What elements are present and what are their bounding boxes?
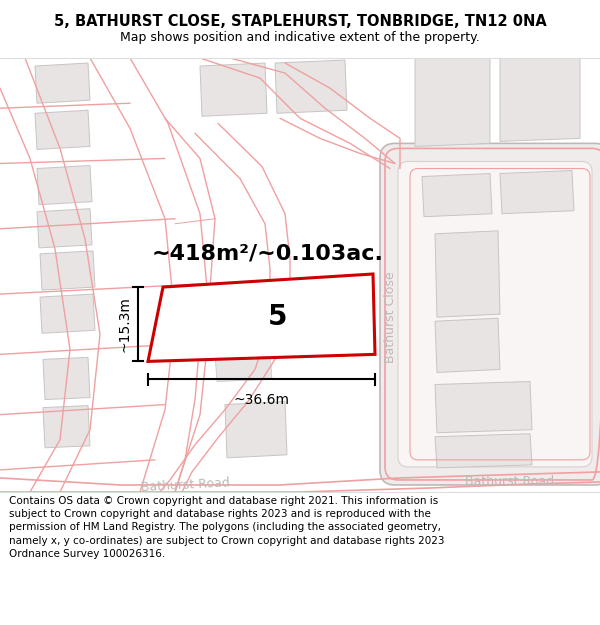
Polygon shape (40, 294, 95, 333)
Polygon shape (148, 274, 375, 361)
Text: ~418m²/~0.103ac.: ~418m²/~0.103ac. (152, 244, 384, 264)
Polygon shape (215, 297, 272, 351)
Polygon shape (35, 63, 90, 103)
FancyBboxPatch shape (380, 143, 600, 485)
Text: ~15.3m: ~15.3m (117, 296, 131, 352)
Polygon shape (500, 58, 580, 141)
Polygon shape (43, 357, 90, 399)
Polygon shape (435, 434, 532, 468)
Polygon shape (422, 174, 492, 217)
Polygon shape (225, 402, 287, 458)
Polygon shape (43, 406, 90, 447)
Polygon shape (215, 352, 272, 381)
Text: 5: 5 (268, 303, 288, 331)
Polygon shape (275, 60, 347, 113)
Text: Bathurst Road: Bathurst Road (466, 476, 554, 489)
Text: Bathurst Road: Bathurst Road (140, 476, 230, 494)
FancyBboxPatch shape (398, 161, 592, 467)
Polygon shape (500, 171, 574, 214)
Text: ~36.6m: ~36.6m (233, 392, 290, 406)
Text: Bathurst Close: Bathurst Close (383, 271, 397, 363)
Text: Map shows position and indicative extent of the property.: Map shows position and indicative extent… (120, 31, 480, 44)
Polygon shape (37, 166, 92, 204)
Polygon shape (35, 110, 90, 149)
Polygon shape (200, 63, 267, 116)
Polygon shape (435, 318, 500, 372)
Polygon shape (435, 381, 532, 432)
Text: 5, BATHURST CLOSE, STAPLEHURST, TONBRIDGE, TN12 0NA: 5, BATHURST CLOSE, STAPLEHURST, TONBRIDG… (53, 14, 547, 29)
Polygon shape (40, 251, 95, 290)
Polygon shape (415, 58, 490, 146)
Polygon shape (37, 209, 92, 248)
Text: Contains OS data © Crown copyright and database right 2021. This information is
: Contains OS data © Crown copyright and d… (9, 496, 445, 559)
Polygon shape (435, 231, 500, 318)
